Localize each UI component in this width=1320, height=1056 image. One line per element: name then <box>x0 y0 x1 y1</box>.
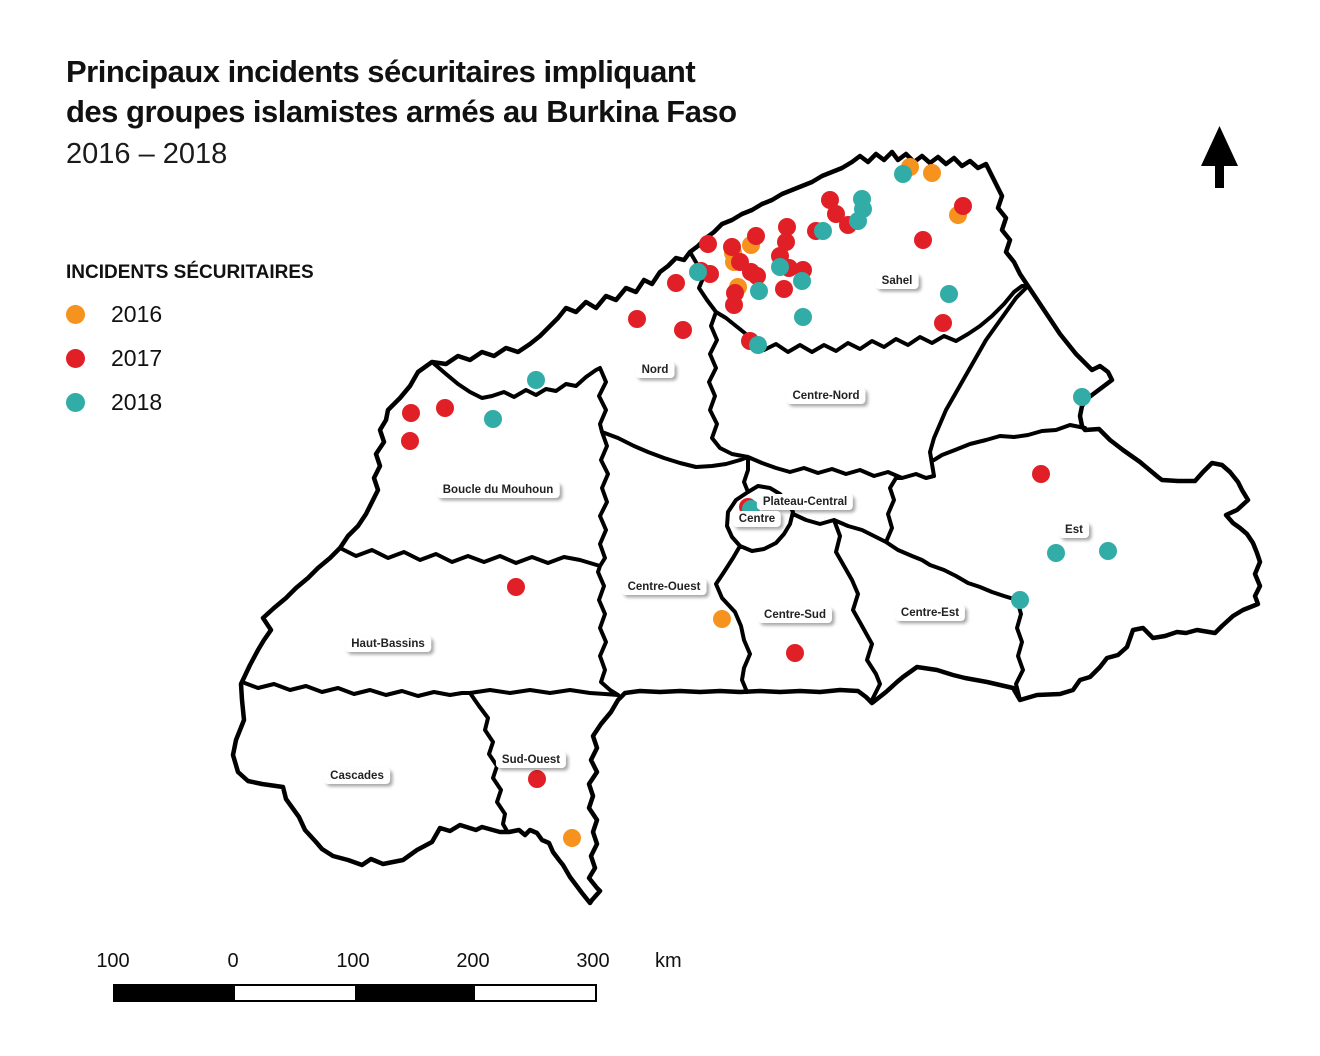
scale-unit: km <box>655 950 682 972</box>
incident-dot-2017 <box>1032 465 1050 483</box>
incident-dot-2018 <box>940 285 958 303</box>
incident-dots-2017 <box>401 191 1050 788</box>
scale-tick: 100 <box>336 950 370 972</box>
scale-segment <box>115 986 235 1000</box>
region-boundaries <box>240 250 1087 833</box>
incident-dot-2017 <box>748 267 766 285</box>
legend: INCIDENTS SÉCURITAIRES 2016 2017 2018 <box>66 262 314 434</box>
incident-dot-2017 <box>934 314 952 332</box>
incident-dot-2018 <box>849 212 867 230</box>
title-years: 2016 – 2018 <box>66 138 228 170</box>
incident-dot-2017 <box>402 404 420 422</box>
legend-dot-2017-icon <box>66 348 85 368</box>
incident-dot-2018 <box>1011 591 1029 609</box>
scale-tick: 0 <box>227 950 239 972</box>
incident-dot-2018 <box>1099 542 1117 560</box>
incident-dot-2017 <box>786 644 804 662</box>
incident-dot-2017 <box>699 235 717 253</box>
legend-item-2016: 2016 <box>66 300 314 327</box>
incident-dot-2018 <box>750 282 768 300</box>
incident-dot-2017 <box>723 238 741 256</box>
incident-dot-2018 <box>527 371 545 389</box>
incident-dot-2017 <box>827 205 845 223</box>
scale-segment <box>235 986 355 1000</box>
legend-dot-2018-icon <box>66 392 85 412</box>
incident-dot-2017 <box>667 274 685 292</box>
map-title: Principaux incidents sécuritaires impliq… <box>66 52 737 174</box>
scale-bar-segments <box>113 984 597 1002</box>
legend-label-2016: 2016 <box>111 300 163 327</box>
incident-dot-2017 <box>747 227 765 245</box>
title-line-1: Principaux incidents sécuritaires impliq… <box>66 54 696 89</box>
incident-dot-2017 <box>778 218 796 236</box>
scale-tick: 300 <box>576 950 610 972</box>
incident-dot-2017 <box>528 770 546 788</box>
legend-dot-2016-icon <box>66 304 85 324</box>
legend-item-2018: 2018 <box>66 388 314 415</box>
legend-heading: INCIDENTS SÉCURITAIRES <box>66 262 314 283</box>
scale-tick: 200 <box>456 950 490 972</box>
incident-dot-2017 <box>674 321 692 339</box>
incident-dot-2017 <box>775 280 793 298</box>
incident-dot-2016 <box>923 164 941 182</box>
incident-dot-2018 <box>742 500 760 518</box>
scale-bar-ticks: 100 0 100 200 300 km <box>83 950 683 976</box>
legend-item-2017: 2017 <box>66 344 314 371</box>
legend-label-2018: 2018 <box>111 388 163 415</box>
incident-dot-2018 <box>749 336 767 354</box>
incident-dot-2017 <box>954 197 972 215</box>
incident-dot-2018 <box>689 263 707 281</box>
incident-dot-2017 <box>821 191 839 209</box>
incident-dot-2017 <box>401 432 419 450</box>
legend-label-2017: 2017 <box>111 344 163 371</box>
scale-segment <box>475 986 595 1000</box>
incident-dot-2018 <box>794 308 812 326</box>
incident-dot-2017 <box>914 231 932 249</box>
incident-dot-2017 <box>725 296 743 314</box>
incident-dot-2018 <box>484 410 502 428</box>
title-line-2: des groupes islamistes armés au Burkina … <box>66 94 737 129</box>
incident-dot-2018 <box>1073 388 1091 406</box>
incident-dot-2018 <box>814 222 832 240</box>
incident-dot-2016 <box>713 610 731 628</box>
incident-dot-2018 <box>1047 544 1065 562</box>
incident-dot-2018 <box>793 272 811 290</box>
scale-tick: 100 <box>96 950 130 972</box>
incident-dot-2018 <box>894 165 912 183</box>
incident-dot-2017 <box>777 233 795 251</box>
incident-dot-2018 <box>771 258 789 276</box>
scale-segment <box>355 986 475 1000</box>
north-arrow-icon <box>1201 126 1238 188</box>
incident-dot-2017 <box>507 578 525 596</box>
scale-bar: 100 0 100 200 300 km <box>83 950 683 1002</box>
incident-dot-2017 <box>628 310 646 328</box>
incident-dot-2016 <box>563 829 581 847</box>
incident-dot-2017 <box>436 399 454 417</box>
country-outline <box>230 149 1263 906</box>
